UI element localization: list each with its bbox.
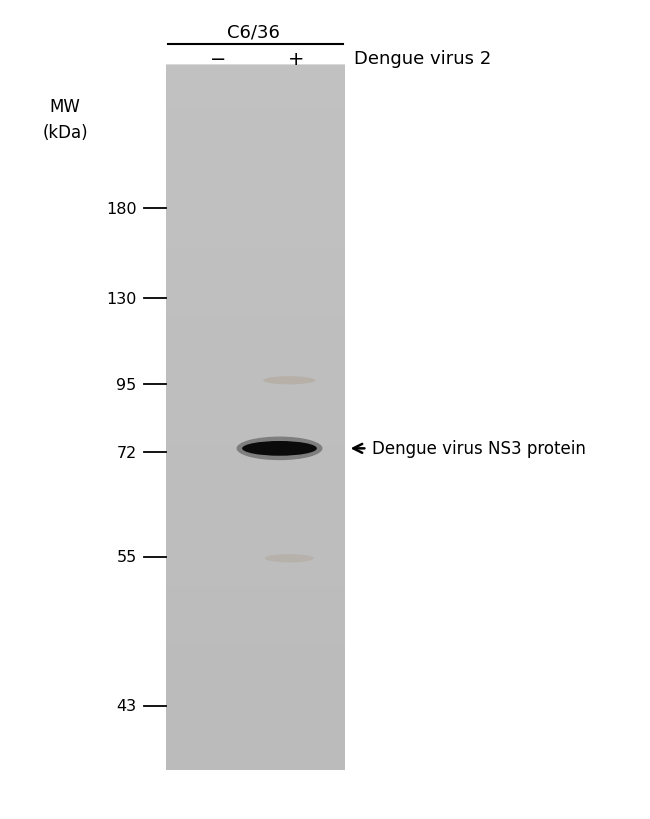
Ellipse shape [265, 554, 313, 563]
Text: (kDa): (kDa) [42, 124, 88, 142]
Text: +: + [287, 49, 304, 69]
Text: Dengue virus NS3 protein: Dengue virus NS3 protein [372, 440, 586, 458]
Ellipse shape [242, 441, 317, 456]
Bar [166, 66, 344, 770]
Text: 72: 72 [116, 446, 136, 460]
Text: C6/36: C6/36 [227, 24, 280, 42]
Text: Dengue virus 2: Dengue virus 2 [354, 50, 491, 68]
Text: 130: 130 [106, 292, 136, 306]
Ellipse shape [237, 437, 322, 460]
Text: 180: 180 [106, 201, 136, 216]
Text: 43: 43 [116, 699, 136, 713]
Text: −: − [209, 49, 226, 69]
Text: 95: 95 [116, 378, 136, 392]
Text: MW: MW [49, 97, 81, 115]
Ellipse shape [263, 377, 315, 385]
Text: 55: 55 [116, 550, 136, 564]
